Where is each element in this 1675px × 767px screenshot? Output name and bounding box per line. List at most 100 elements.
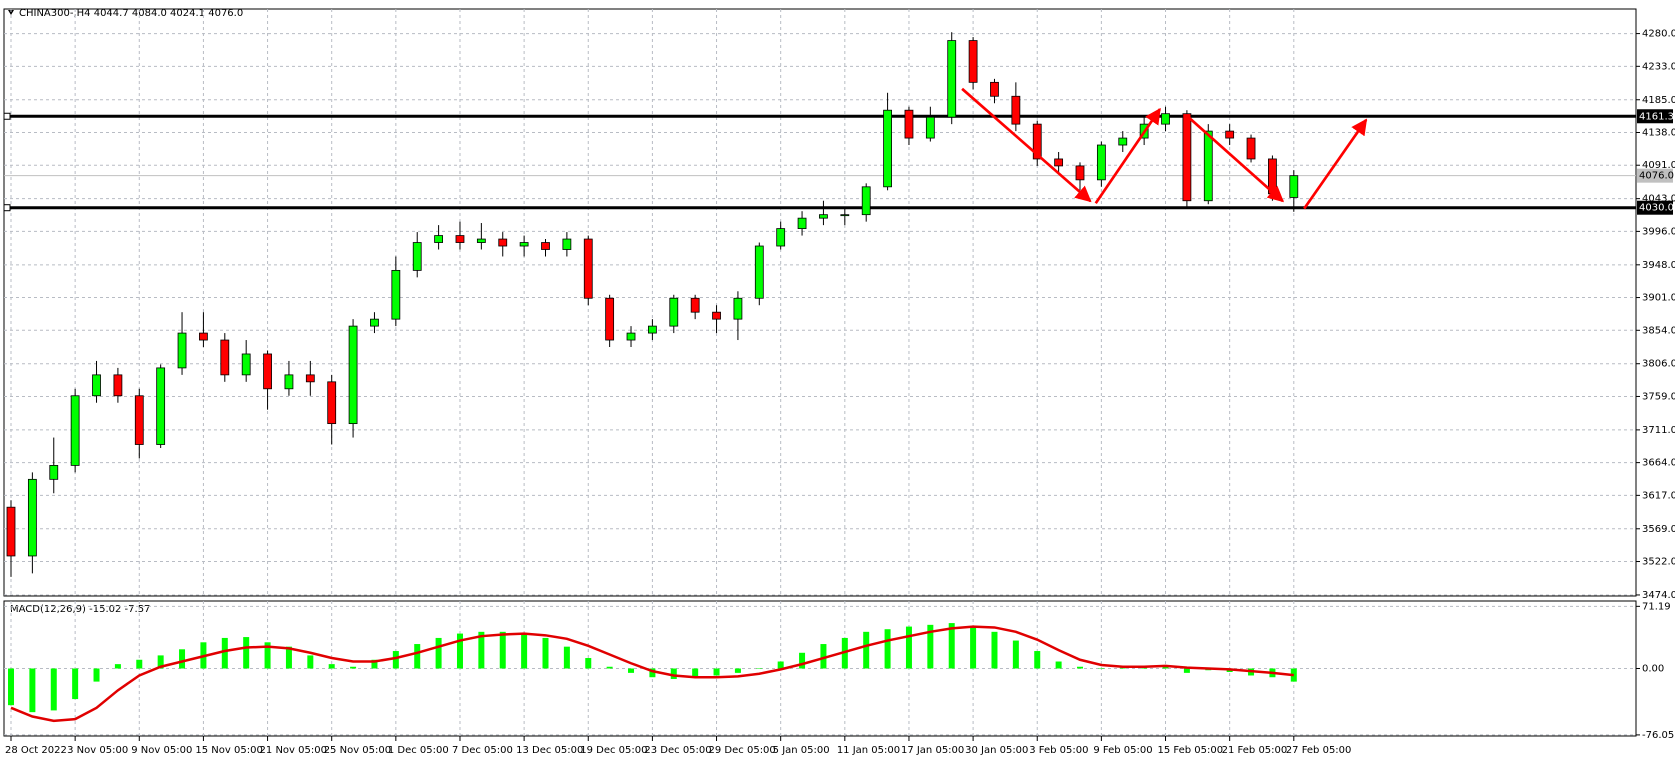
candle-body xyxy=(669,297,679,327)
chart-title: CHINA300-,H4 4044.7 4084.0 4024.1 4076.0 xyxy=(19,8,243,19)
x-tick-label: 17 Jan 05:00 xyxy=(901,745,964,756)
x-tick-label: 28 Oct 2022 xyxy=(5,745,67,756)
x-tick-label: 3 Feb 05:00 xyxy=(1029,745,1088,756)
macd-bar xyxy=(392,651,399,669)
macd-bar xyxy=(93,668,100,682)
y-tick-label: 71.19 xyxy=(1642,601,1671,612)
macd-bar xyxy=(927,624,934,669)
macd-bar xyxy=(841,637,848,669)
candle-body xyxy=(754,245,764,299)
macd-bar xyxy=(649,668,656,678)
y-tick-label: 4138.0 xyxy=(1642,127,1675,138)
candle-body xyxy=(134,395,144,445)
macd-bar xyxy=(1162,665,1169,669)
candle-body xyxy=(476,238,486,243)
y-tick-label: 4233.0 xyxy=(1642,61,1675,72)
candle-body xyxy=(92,374,101,397)
macd-bar xyxy=(478,631,485,669)
menu-icon[interactable] xyxy=(8,10,14,15)
candle-body xyxy=(925,116,935,139)
candle-body xyxy=(1054,158,1064,167)
candle-body xyxy=(541,242,550,250)
candle-body xyxy=(327,381,337,425)
y-tick-label: 3806.0 xyxy=(1642,359,1675,370)
candle-body xyxy=(1246,137,1256,160)
candle-body xyxy=(156,367,166,445)
candle-body xyxy=(434,235,444,243)
y-tick-label: 3522.0 xyxy=(1642,557,1675,568)
annotation-arrows xyxy=(961,87,1368,210)
candle-body xyxy=(648,325,657,334)
macd-bar xyxy=(970,626,977,669)
candle-body xyxy=(690,297,700,313)
x-tick-label: 27 Feb 05:00 xyxy=(1286,745,1352,756)
macd-bar xyxy=(435,637,442,669)
y-tick-label: 3569.0 xyxy=(1642,524,1675,535)
macd-bar xyxy=(264,642,271,669)
candle-body xyxy=(391,269,401,320)
macd-bar xyxy=(542,637,549,669)
macd-bar xyxy=(285,646,292,669)
y-tick-label: -76.05 xyxy=(1642,730,1674,741)
macd-bar xyxy=(8,668,14,706)
candle-body xyxy=(70,395,80,466)
y-tick-label: 3474.0 xyxy=(1642,590,1675,601)
candle-body xyxy=(370,318,379,327)
candle-body xyxy=(733,297,743,320)
macd-bar xyxy=(29,668,36,713)
candle-body xyxy=(1075,165,1085,181)
x-tick-label: 11 Jan 05:00 xyxy=(837,745,900,756)
y-tick-label: 3617.0 xyxy=(1642,490,1675,501)
candle-body xyxy=(241,353,251,376)
macd-bar xyxy=(734,668,741,673)
macd-bar xyxy=(50,668,57,711)
macd-bar xyxy=(948,623,955,669)
level-handle xyxy=(3,204,11,212)
candle-body xyxy=(263,353,272,390)
candle-body xyxy=(113,374,123,397)
candle-body xyxy=(519,242,529,247)
candle-body xyxy=(947,40,957,118)
x-tick-label: 29 Dec 05:00 xyxy=(709,745,776,756)
candle-body xyxy=(27,478,37,557)
macd-bar xyxy=(136,659,143,669)
macd-bar xyxy=(1012,640,1019,669)
candle-body xyxy=(1096,144,1106,181)
macd-bar xyxy=(179,649,186,669)
candle-body xyxy=(883,109,892,188)
macd-bar xyxy=(563,646,570,669)
candle-body xyxy=(177,332,187,369)
candle-body xyxy=(1161,113,1170,125)
candle-body xyxy=(199,332,208,341)
macd-bar xyxy=(243,637,250,669)
candle-body xyxy=(1225,130,1235,139)
candle-body xyxy=(455,235,465,243)
x-tick-label: 1 Dec 05:00 xyxy=(388,745,449,756)
x-tick-label: 30 Jan 05:00 xyxy=(965,745,1028,756)
macd-bar xyxy=(221,637,228,669)
candle-body xyxy=(562,238,572,250)
candle-body xyxy=(605,297,615,341)
y-tick-label: 3711.0 xyxy=(1642,425,1675,436)
y-tick-label: 4043.0 xyxy=(1642,194,1675,205)
macd-bar xyxy=(371,659,378,669)
macd-bar xyxy=(606,666,613,669)
candle-body xyxy=(819,214,828,219)
candle-body xyxy=(861,186,871,216)
candle-body xyxy=(305,374,315,383)
y-tick-label: 4185.0 xyxy=(1642,95,1675,106)
macd-bar xyxy=(157,655,164,669)
macd-bar xyxy=(884,629,891,669)
candle-body xyxy=(412,242,422,271)
macd-bar xyxy=(692,668,699,678)
candle-body xyxy=(904,109,914,139)
macd-bar xyxy=(1183,668,1190,673)
x-tick-label: 15 Feb 05:00 xyxy=(1158,745,1224,756)
macd-bar xyxy=(1119,667,1126,669)
y-tick-label: 4280.0 xyxy=(1642,29,1675,40)
level-label-box xyxy=(1637,109,1673,124)
x-tick-label: 21 Nov 05:00 xyxy=(260,745,327,756)
macd-bar xyxy=(307,655,314,669)
macd-bar xyxy=(585,658,592,669)
